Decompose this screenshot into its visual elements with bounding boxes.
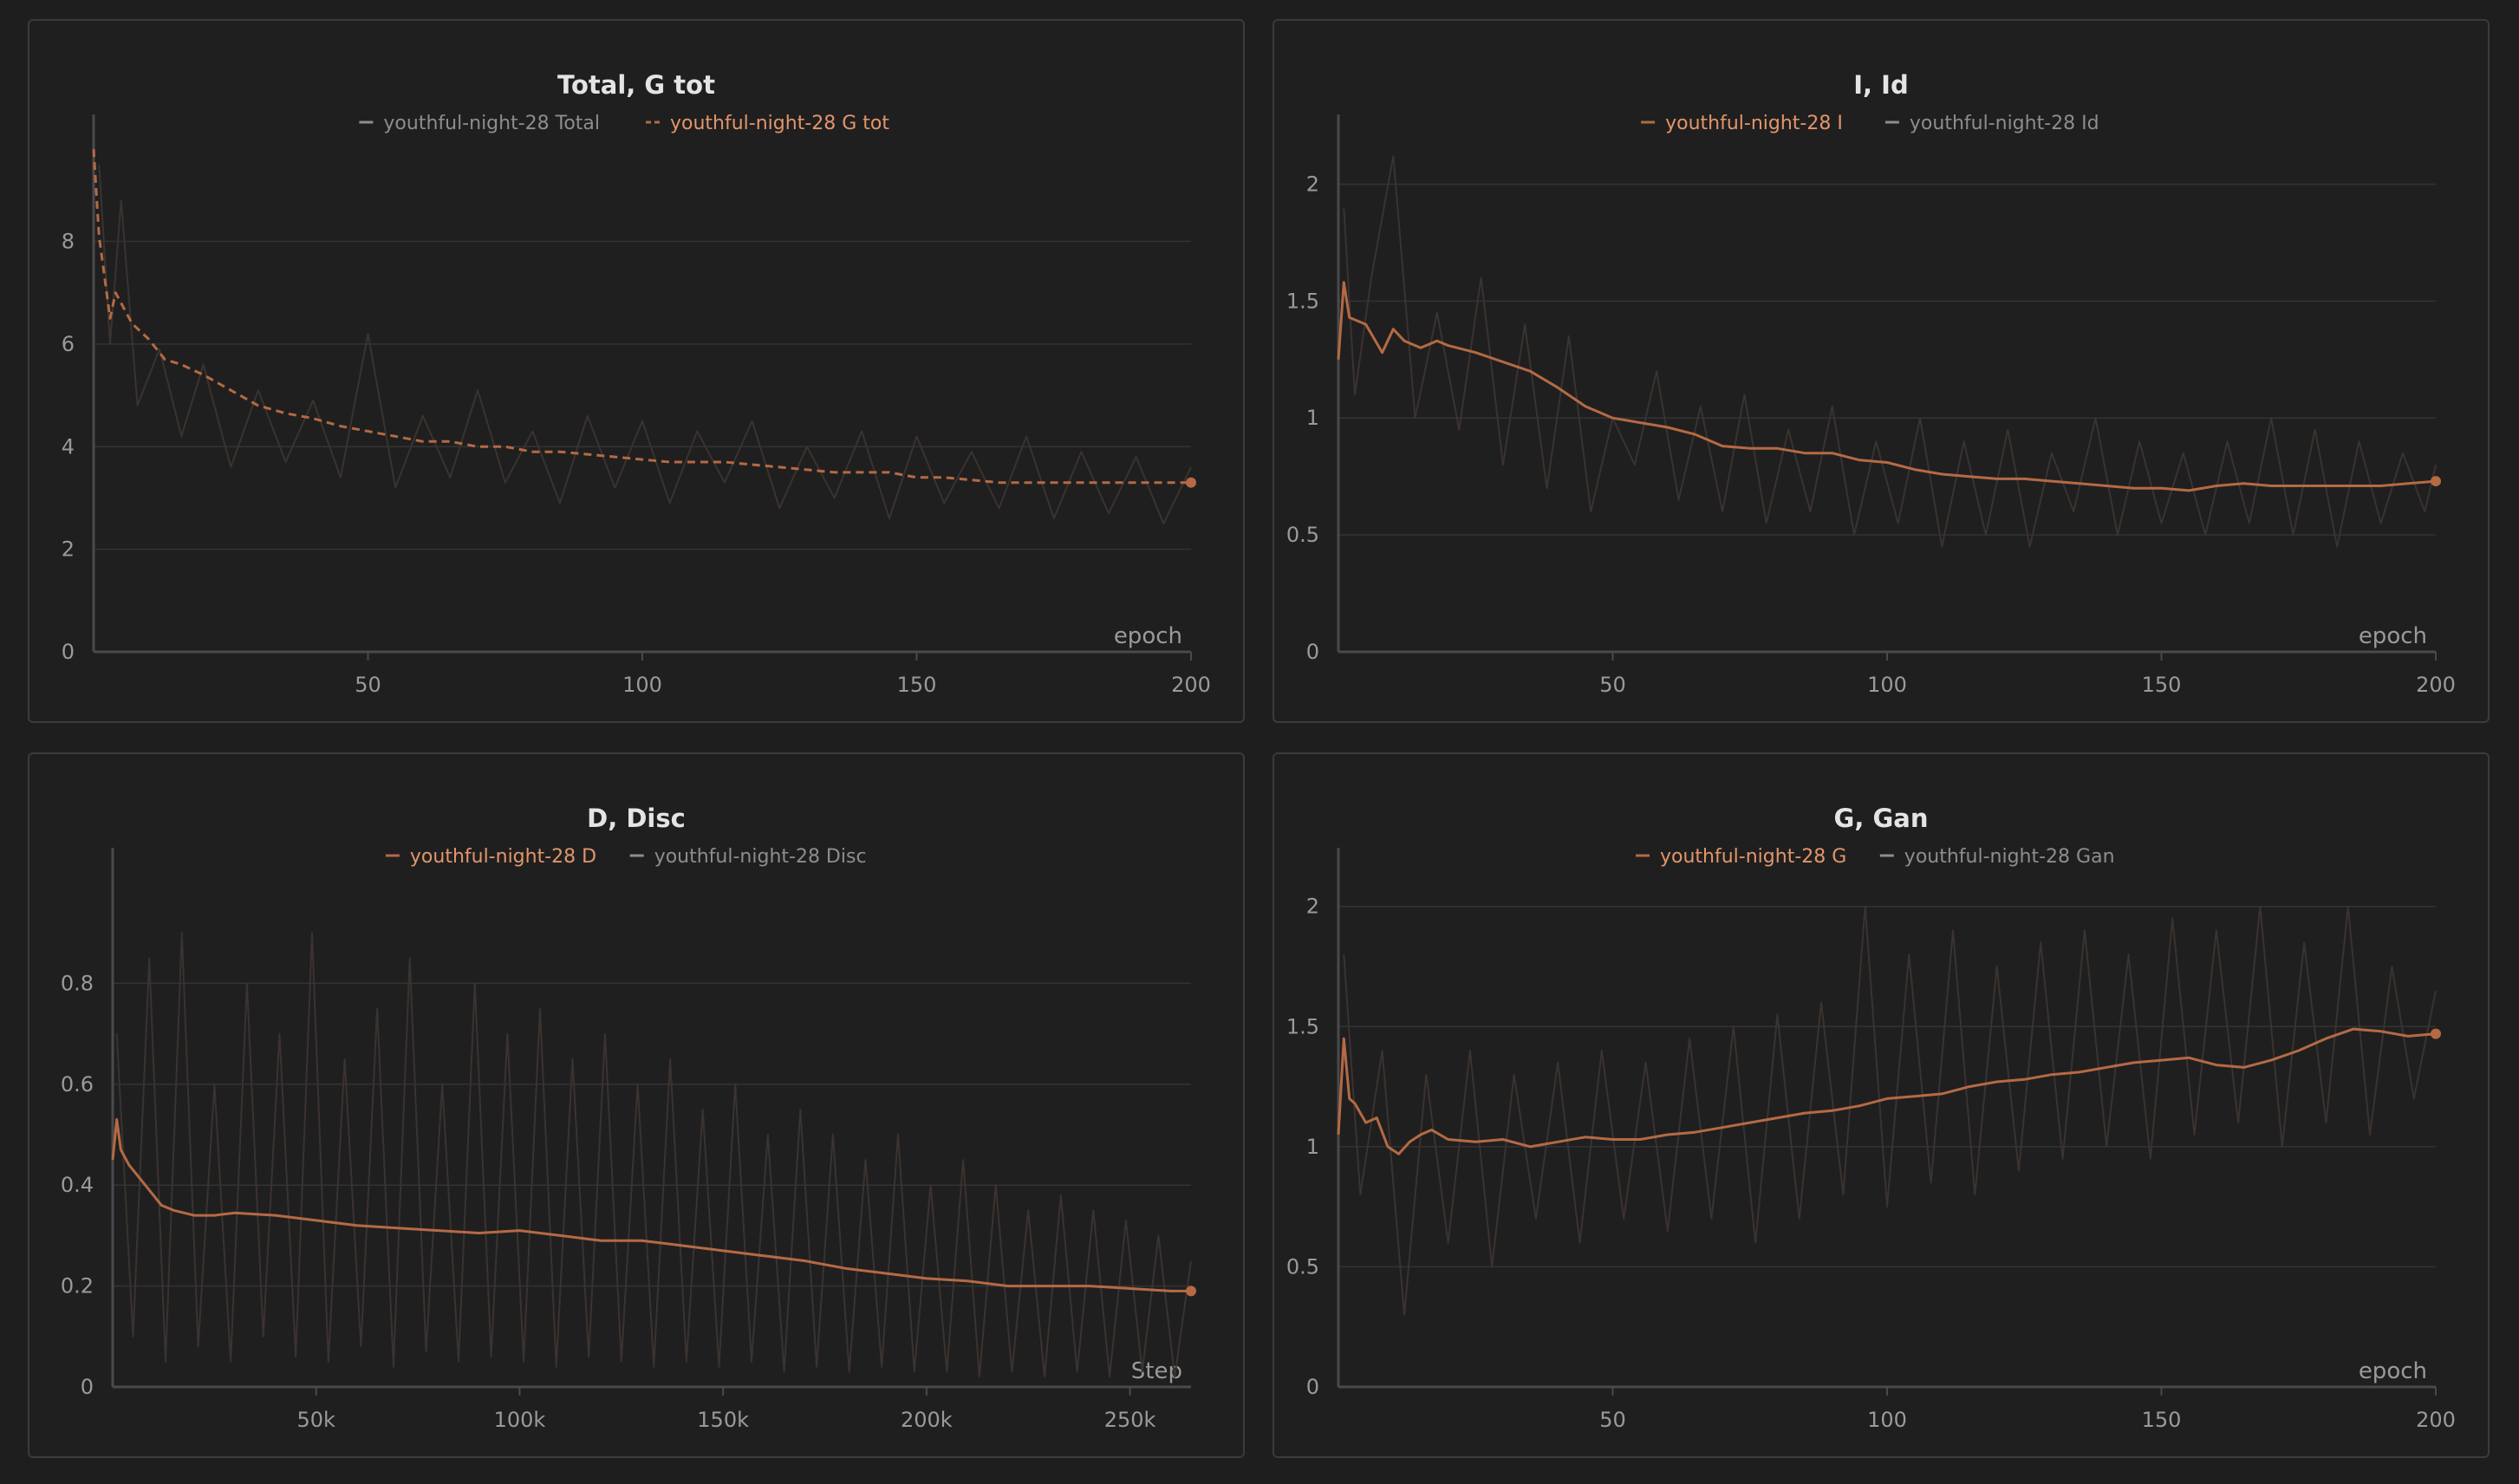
- series-end-point: [2431, 476, 2441, 487]
- y-tick-label: 0: [1306, 640, 1319, 664]
- chart-title: D, Disc: [587, 804, 686, 833]
- series-line-youthful-night-28-i: [1337, 281, 2437, 492]
- legend: youthful-night-28 G youthful-night-28 Gan: [1636, 846, 2115, 868]
- y-tick-label: 0.6: [61, 1072, 94, 1097]
- legend-label: youthful-night-28 I: [1665, 113, 1843, 134]
- chart-title: I, Id: [1853, 70, 1908, 100]
- x-tick-label: 150: [2142, 673, 2182, 697]
- legend: youthful-night-28 I youthful-night-28 Id: [1641, 113, 2099, 134]
- gridlines: [113, 982, 1191, 1287]
- legend-item-youthful-night-28-d[interactable]: youthful-night-28 D: [385, 846, 596, 868]
- x-tick-label: 100: [622, 673, 662, 697]
- y-tick-label: 0: [62, 640, 75, 664]
- legend-item-youthful-night-28-gan[interactable]: youthful-night-28 Gan: [1879, 846, 2115, 868]
- panel-total-g-tot[interactable]: Total, G tot youthful-night-28 Total youth…: [28, 19, 1245, 723]
- x-tick-label: 150: [2142, 1408, 2182, 1432]
- x-tick-label: 200: [2416, 673, 2456, 697]
- y-tick-label: 6: [62, 332, 75, 356]
- x-tick-label: 150k: [697, 1408, 749, 1432]
- x-tick-label: 100: [1867, 673, 1907, 697]
- x-axis-label: epoch: [1114, 623, 1182, 649]
- y-tick-label: 0.5: [1286, 1254, 1319, 1279]
- legend-label: youthful-night-28 G: [1660, 846, 1846, 868]
- x-tick-label: 50k: [296, 1408, 335, 1432]
- series-line-youthful-night-28-g-tot: [92, 148, 1191, 485]
- legend-item-youthful-night-28-disc[interactable]: youthful-night-28 Disc: [629, 846, 867, 868]
- series-end-point: [1186, 1285, 1196, 1297]
- y-tick-label: 0.4: [61, 1173, 94, 1197]
- x-axis-label: epoch: [2359, 1358, 2427, 1384]
- x-tick-label: 150: [897, 673, 937, 697]
- y-tick-label: 2: [1306, 895, 1319, 919]
- y-tick-label: 1: [1306, 1135, 1319, 1159]
- legend-label: youthful-night-28 G tot: [670, 113, 889, 134]
- y-tick-label: 1: [1306, 406, 1319, 430]
- legend: youthful-night-28 Total youthful-night-28…: [359, 113, 889, 134]
- gridlines: [1338, 905, 2436, 1268]
- x-tick-label: 100k: [494, 1408, 546, 1432]
- legend-label: youthful-night-28 Total: [383, 113, 600, 134]
- series-line-youthful-night-28-g: [1337, 1027, 2437, 1155]
- x-tick-label: 50: [1599, 1408, 1626, 1432]
- legend-label: youthful-night-28 Gan: [1904, 846, 2115, 868]
- series-line-youthful-night-28-d: [111, 1118, 1191, 1292]
- legend-label: youthful-night-28 Id: [1910, 113, 2099, 134]
- x-tick-label: 250k: [1104, 1408, 1156, 1432]
- legend-item-youthful-night-28-g[interactable]: youthful-night-28 G: [1636, 846, 1846, 868]
- legend: youthful-night-28 D youthful-night-28 Dis…: [385, 846, 867, 868]
- x-tick-label: 100: [1867, 1408, 1907, 1432]
- gridlines: [94, 240, 1191, 550]
- series-line-youthful-night-28-disc: [115, 932, 1192, 1378]
- series-end-point: [2431, 1028, 2441, 1039]
- x-tick-label: 50: [1599, 673, 1626, 697]
- y-tick-label: 4: [62, 434, 75, 459]
- x-tick-label: 200: [2416, 1408, 2456, 1432]
- series-end-point: [1186, 477, 1196, 488]
- legend-item-youthful-night-28-i[interactable]: youthful-night-28 I: [1641, 113, 1843, 134]
- y-tick-label: 1.5: [1286, 1014, 1319, 1038]
- x-tick-label: 200k: [901, 1408, 953, 1432]
- y-tick-label: 8: [62, 230, 75, 254]
- y-tick-label: 0.8: [61, 971, 94, 995]
- y-tick-label: 1.5: [1286, 289, 1319, 313]
- y-tick-label: 2: [62, 537, 75, 562]
- series-line-youthful-night-28-gan: [1343, 905, 2437, 1316]
- y-tick-label: 0: [1306, 1375, 1319, 1399]
- chart-title: G, Gan: [1834, 804, 1929, 833]
- y-tick-label: 2: [1306, 172, 1319, 196]
- legend-item-youthful-night-28-g-tot[interactable]: youthful-night-28 G tot: [646, 113, 889, 134]
- legend-item-youthful-night-28-total[interactable]: youthful-night-28 Total: [359, 113, 600, 134]
- x-tick-label: 50: [355, 673, 381, 697]
- gridlines: [1338, 183, 2436, 536]
- y-tick-label: 0: [81, 1375, 94, 1399]
- chart-title: Total, G tot: [557, 70, 715, 100]
- x-axis-label: epoch: [2359, 623, 2427, 649]
- legend-label: youthful-night-28 D: [410, 846, 596, 868]
- y-tick-label: 0.2: [61, 1274, 94, 1298]
- series-line-youthful-night-28-total: [98, 164, 1192, 524]
- legend-item-youthful-night-28-id[interactable]: youthful-night-28 Id: [1884, 113, 2099, 134]
- series-line-youthful-night-28-id: [1343, 155, 2437, 548]
- legend-label: youthful-night-28 Disc: [654, 846, 867, 868]
- y-tick-label: 0.5: [1286, 523, 1319, 547]
- x-tick-label: 200: [1171, 673, 1211, 697]
